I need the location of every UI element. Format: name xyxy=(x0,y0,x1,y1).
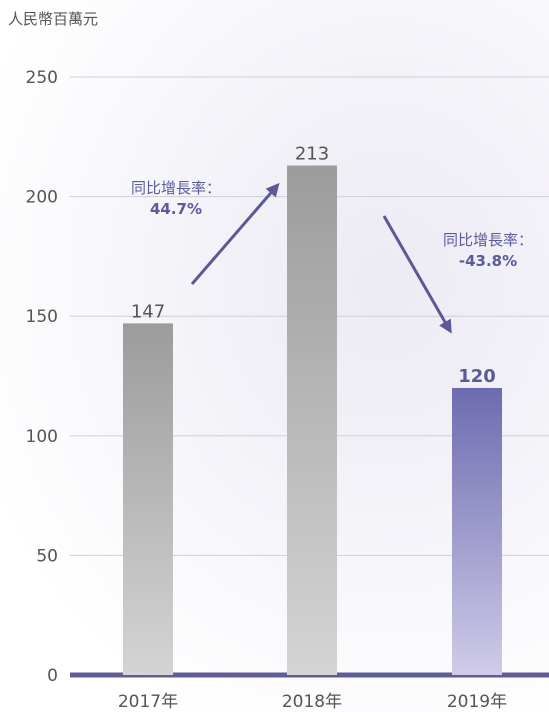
growth-arrow-down xyxy=(382,215,452,334)
growth-arrow-up xyxy=(190,182,280,285)
growth-value: 44.7% xyxy=(149,200,203,218)
y-tick-label: 0 xyxy=(47,666,58,686)
y-tick-label: 200 xyxy=(26,188,58,208)
bar-2018年 xyxy=(287,165,337,675)
growth-annotation-2018: 同比增長率： 44.7% xyxy=(112,178,240,220)
growth-label: 同比增長率： xyxy=(130,179,221,197)
bar-2019年 xyxy=(452,387,502,675)
y-tick-label: 150 xyxy=(26,307,58,327)
bar-value-label: 213 xyxy=(295,144,329,165)
y-tick-label: 50 xyxy=(36,546,58,566)
bar-value-label: 120 xyxy=(458,366,496,387)
y-tick-label: 100 xyxy=(26,427,58,447)
unit-label: 人民幣百萬元 xyxy=(8,10,99,28)
x-tick-label: 2019年 xyxy=(447,692,507,712)
x-tick-label: 2017年 xyxy=(118,692,178,712)
growth-value: -43.8% xyxy=(458,252,518,270)
x-tick-label: 2018年 xyxy=(282,692,342,712)
y-tick-label: 250 xyxy=(26,68,58,88)
bar-value-label: 147 xyxy=(131,301,165,322)
growth-annotation-2019: 同比增長率： -43.8% xyxy=(428,230,548,272)
bar-2017年 xyxy=(123,323,173,675)
growth-label: 同比增長率： xyxy=(442,231,533,249)
